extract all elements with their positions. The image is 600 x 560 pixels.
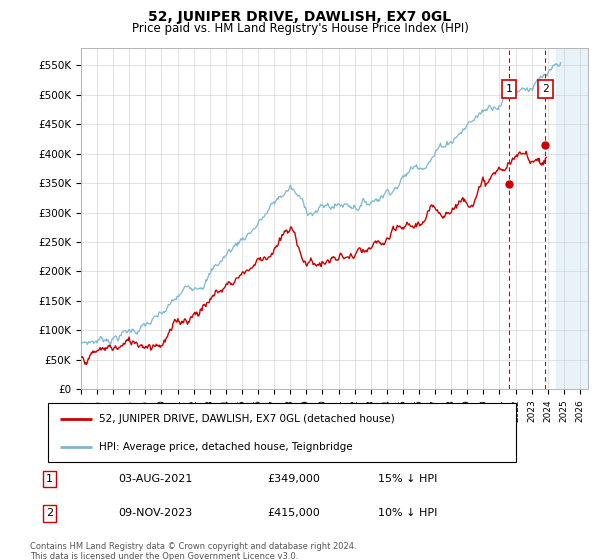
Text: 52, JUNIPER DRIVE, DAWLISH, EX7 0GL (detached house): 52, JUNIPER DRIVE, DAWLISH, EX7 0GL (det… [100,414,395,424]
Text: 2: 2 [46,508,53,519]
Text: Contains HM Land Registry data © Crown copyright and database right 2024.
This d: Contains HM Land Registry data © Crown c… [30,542,356,560]
Bar [556,48,588,389]
Text: 1: 1 [46,474,53,484]
Text: 1: 1 [505,84,512,94]
Text: 03-AUG-2021: 03-AUG-2021 [118,474,193,484]
Text: 09-NOV-2023: 09-NOV-2023 [118,508,193,519]
Text: 2: 2 [542,84,549,94]
Text: 52, JUNIPER DRIVE, DAWLISH, EX7 0GL: 52, JUNIPER DRIVE, DAWLISH, EX7 0GL [148,10,452,24]
Text: 10% ↓ HPI: 10% ↓ HPI [378,508,437,519]
Text: Price paid vs. HM Land Registry's House Price Index (HPI): Price paid vs. HM Land Registry's House … [131,22,469,35]
Text: HPI: Average price, detached house, Teignbridge: HPI: Average price, detached house, Teig… [100,442,353,452]
Text: 15% ↓ HPI: 15% ↓ HPI [378,474,437,484]
Text: £349,000: £349,000 [268,474,320,484]
Text: £415,000: £415,000 [268,508,320,519]
FancyBboxPatch shape [48,403,516,462]
